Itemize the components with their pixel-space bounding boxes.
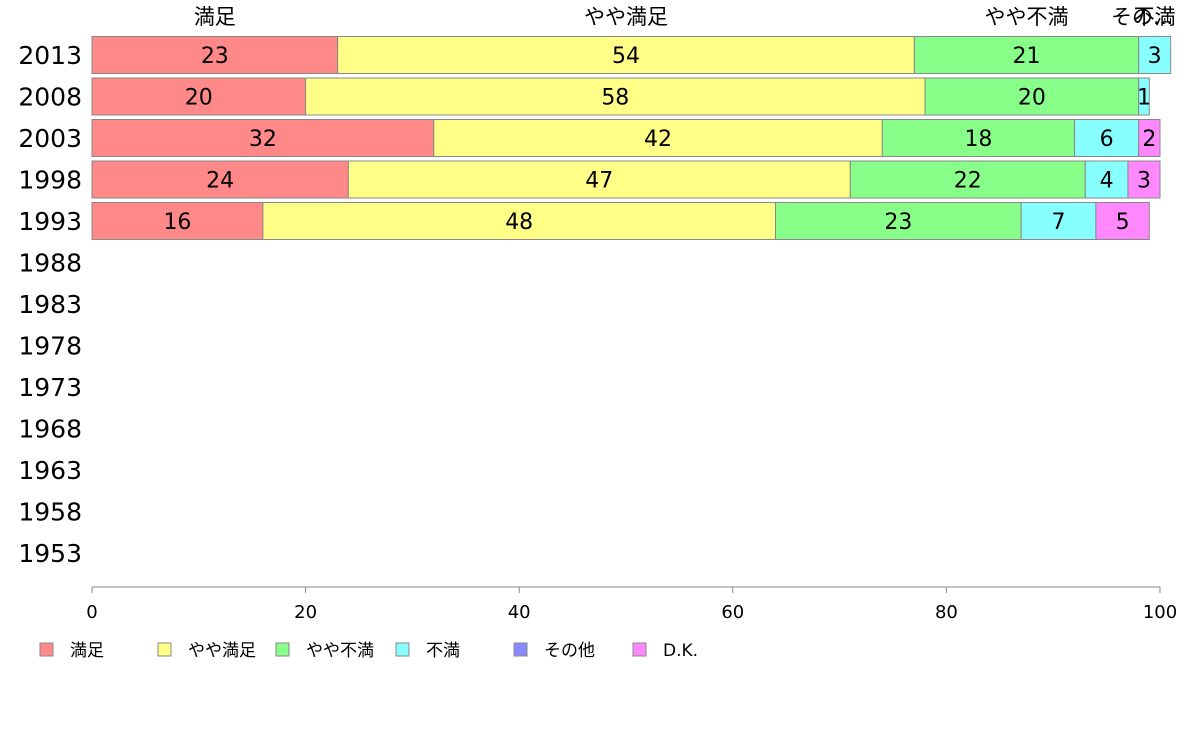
top-category-labels: 満足 やや満足 やや不満 不満その... [194, 5, 1176, 29]
bar-value-label: 2 [1142, 127, 1156, 152]
legend-label: やや満足 [188, 641, 256, 661]
bar-segment [881, 119, 1076, 157]
legend-swatch [157, 642, 172, 657]
bar-segment [849, 160, 1086, 199]
legend-swatch [39, 642, 54, 657]
x-axis: 0 20 40 60 80 100 [86, 586, 1177, 623]
x-tick-label: 20 [294, 602, 317, 623]
x-tick-label: 60 [721, 602, 744, 623]
bar-value-label: 47 [585, 169, 613, 194]
legend-label: 不満 [426, 641, 460, 661]
legend-label: D.K. [663, 641, 698, 661]
legend-swatch [395, 642, 410, 657]
top-category-label: 不満 [1134, 5, 1176, 29]
top-category-label: やや満足 [584, 5, 668, 29]
bar-segment [1095, 202, 1150, 240]
bar-segment [91, 160, 349, 199]
bar-value-label: 54 [612, 44, 640, 69]
bar-segment [924, 77, 1140, 116]
bar-segment [91, 119, 435, 157]
bar-value-label: 24 [206, 169, 234, 194]
bar-value-label: 23 [884, 210, 912, 235]
x-tick-label: 100 [1143, 602, 1177, 623]
bar-value-label: 23 [201, 44, 229, 69]
legend-label: やや不満 [306, 641, 374, 661]
legend: 満足 やや満足 やや不満 不満 その他 D.K. [39, 641, 698, 661]
bar-value-label: 20 [185, 86, 213, 111]
bar-segment [91, 36, 339, 74]
bar-value-label: 32 [249, 127, 277, 152]
year-label: 1978 [18, 332, 82, 361]
year-label: 1958 [18, 498, 82, 527]
bar-value-label: 21 [1013, 44, 1041, 69]
bar-segment [91, 77, 307, 116]
bar-segment [1127, 160, 1161, 199]
year-label: 2013 [18, 41, 82, 70]
year-label: 1963 [18, 456, 82, 485]
legend-swatch [513, 642, 528, 657]
bar-segment [433, 119, 883, 157]
x-tick-label: 40 [508, 602, 531, 623]
bar-segment [775, 202, 1022, 240]
legend-swatch [275, 642, 290, 657]
bar-value-label: 16 [163, 210, 191, 235]
top-category-label: その... [1111, 5, 1173, 29]
bar-segments: 23 54 21 320 58 20 132 42 18 6 224 47 22 4 316 48 23 7 5 [91, 36, 1172, 240]
bar-value-label: 42 [644, 127, 672, 152]
year-axis-labels: 2013 2008 2003 1998 1993 1988 1983 1978 1973 1968… [18, 41, 82, 568]
bar-segment [91, 202, 264, 240]
bar-value-label: 6 [1100, 127, 1114, 152]
year-label: 2003 [18, 124, 82, 153]
bar-segment [913, 36, 1140, 74]
bar-segment [337, 36, 915, 74]
year-label: 1998 [18, 166, 82, 195]
year-label: 1953 [18, 539, 82, 568]
x-tick-label: 80 [935, 602, 958, 623]
legend-label: 満足 [70, 641, 104, 661]
bar-value-label: 4 [1100, 169, 1114, 194]
year-label: 1973 [18, 373, 82, 402]
top-category-label: やや不満 [985, 5, 1069, 29]
bar-value-label: 22 [954, 169, 982, 194]
year-label: 1983 [18, 290, 82, 319]
top-category-label: 満足 [194, 5, 236, 29]
bar-segment [1138, 119, 1161, 157]
year-label: 1988 [18, 249, 82, 278]
bar-segment [1074, 119, 1140, 157]
year-label: 1993 [18, 207, 82, 236]
year-label: 2008 [18, 83, 82, 112]
bar-value-label: 5 [1116, 210, 1130, 235]
bar-segment [1138, 36, 1172, 74]
legend-label: その他 [544, 641, 595, 661]
bar-segment [1084, 160, 1129, 199]
year-label: 1968 [18, 415, 82, 444]
bar-segment [305, 77, 926, 116]
bar-segment [347, 160, 851, 199]
bar-value-label: 3 [1148, 44, 1162, 69]
bar-value-label: 1 [1137, 86, 1151, 111]
bar-value-label: 48 [505, 210, 533, 235]
legend-swatch [632, 642, 647, 657]
bar-value-label: 20 [1018, 86, 1046, 111]
bar-value-label: 7 [1052, 210, 1066, 235]
bar-segment [1138, 77, 1150, 116]
x-tick-label: 0 [86, 602, 97, 623]
bar-value-label: 18 [964, 127, 992, 152]
bar-segment [262, 202, 777, 240]
bar-value-label: 3 [1137, 169, 1151, 194]
bar-value-label: 58 [601, 86, 629, 111]
